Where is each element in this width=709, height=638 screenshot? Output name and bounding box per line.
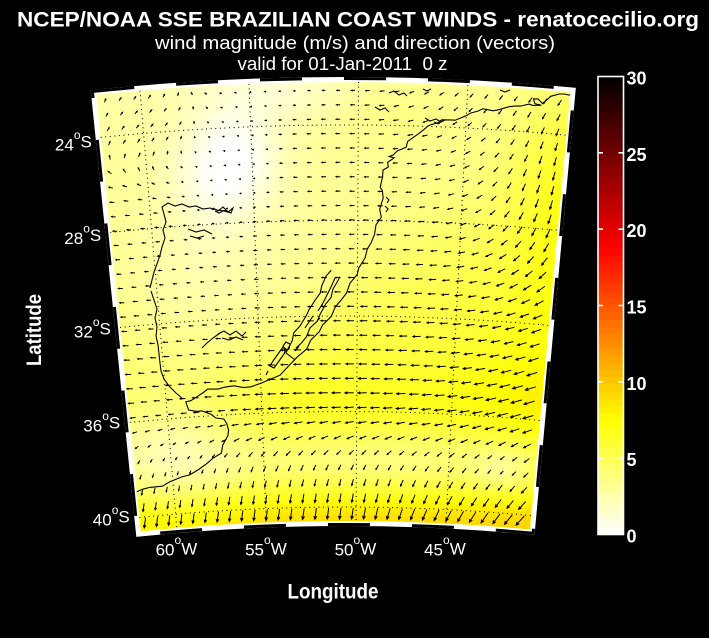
svg-text:36oS: 36oS [83,409,120,436]
svg-text:15: 15 [627,298,647,318]
svg-text:0: 0 [627,527,637,547]
svg-text:25: 25 [627,145,647,165]
svg-text:Longitude: Longitude [288,581,379,604]
svg-text:30: 30 [627,69,647,89]
svg-text:wind magnitude (m/s) and direc: wind magnitude (m/s) and direction (vect… [154,33,555,53]
svg-text:Latitude: Latitude [23,294,46,366]
svg-text:10: 10 [627,374,647,394]
svg-text:NCEP/NOAA SSE BRAZILIAN COAST: NCEP/NOAA SSE BRAZILIAN COAST WINDS - re… [17,9,699,32]
svg-text:valid for 01-Jan-2011 0 z: valid for 01-Jan-2011 0 z [238,54,448,74]
svg-text:5: 5 [627,450,637,470]
svg-text:20: 20 [627,221,647,241]
